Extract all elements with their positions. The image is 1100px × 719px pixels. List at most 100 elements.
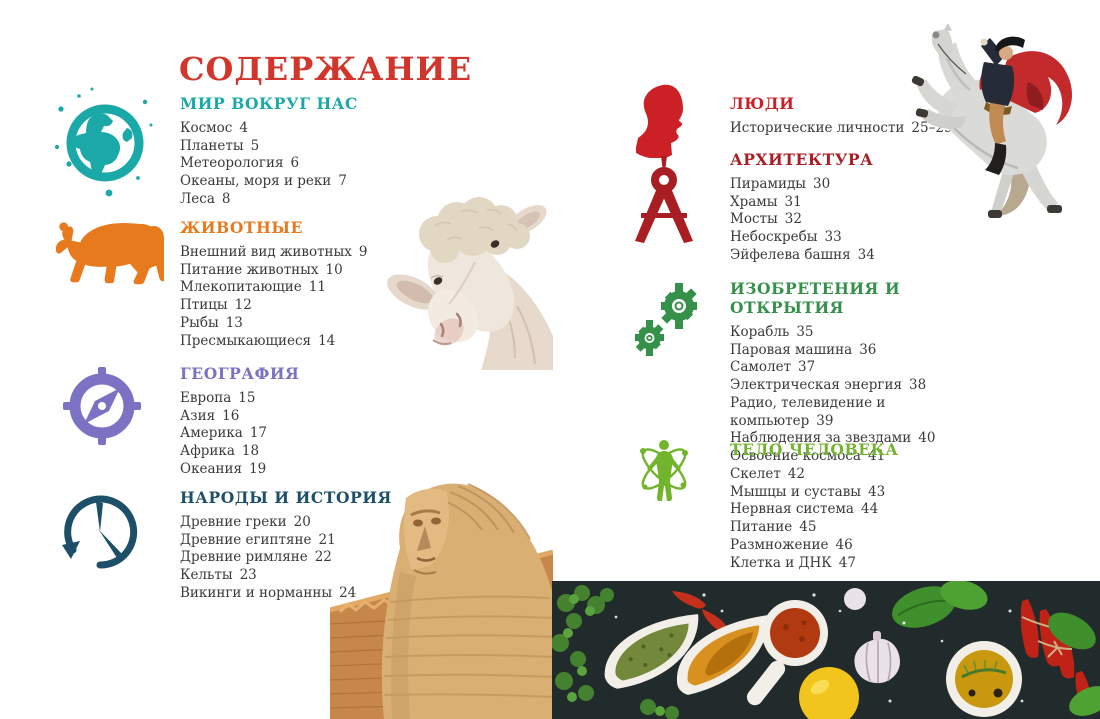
section-heading: ЖИВОТНЫЕ (180, 218, 304, 237)
toc-item: Питание животных 10 (180, 262, 440, 280)
toc-item: Исторические личности 25–29 (730, 120, 990, 138)
toc-item-label: Пресмыкающиеся (180, 332, 312, 349)
toc-item-page-number: 10 (325, 261, 343, 278)
toc-item-label: Кельты (180, 567, 233, 584)
toc-item-page-number: 13 (225, 314, 243, 331)
toc-item: Викинги и норманны 24 (180, 585, 440, 603)
toc-item-page-number: 8 (221, 190, 231, 207)
toc-item-page-number: 32 (784, 211, 802, 228)
toc-item-label: Рыбы (180, 314, 219, 331)
toc-item-page-number: 46 (835, 536, 853, 553)
toc-item-page-number: 33 (824, 229, 842, 246)
toc-item: Млекопитающие 11 (180, 279, 440, 297)
section-item-list: Внешний вид животных 9 Питание животных 10 М… (180, 244, 440, 350)
section-heading: ИЗОБРЕТЕНИЯ И ОТКРЫТИЯ (730, 279, 901, 317)
toc-item: Мышцы и суставы 43 (730, 484, 990, 502)
toc-item: Древние египтяне 21 (180, 532, 440, 550)
spices-and-herbs-photo (551, 580, 1100, 719)
toc-item-label: Радио, телевидение и компьютер (730, 394, 886, 429)
toc-item-page-number: 37 (798, 359, 816, 376)
drafting-compass-icon (630, 156, 698, 250)
toc-item: Океаны, моря и реки 7 (180, 173, 440, 191)
section-peoples-and-history: НАРОДЫ И ИСТОРИЯ Древние греки 20 Древние … (180, 488, 440, 603)
toc-item: Кельты 23 (180, 567, 440, 585)
toc-item-page-number: 14 (318, 332, 336, 349)
toc-item-page-number: 20 (293, 514, 311, 530)
section-inventions-and-discoveries: ИЗОБРЕТЕНИЯ И ОТКРЫТИЯ Корабль 35 Паровая … (730, 279, 990, 466)
toc-item-label: Космос (180, 120, 233, 136)
toc-item-label: Питание животных (180, 261, 319, 278)
toc-item-label: Древние греки (180, 514, 287, 530)
gears-icon (626, 276, 708, 362)
toc-item: Скелет 42 (730, 466, 990, 484)
toc-item-page-number: 31 (784, 193, 802, 210)
toc-item-label: Электрическая энергия (730, 377, 902, 394)
toc-item: Внешний вид животных 9 (180, 244, 440, 262)
section-heading: МИР ВОКРУГ НАС (180, 94, 358, 113)
toc-item: Америка 17 (180, 425, 440, 443)
napoleon-on-horse-painting (898, 23, 1084, 234)
toc-item-label: Наблюдения за звездами (730, 430, 912, 447)
toc-item-label: Скелет (730, 466, 781, 482)
toc-item: Древние римляне 22 (180, 549, 440, 567)
toc-item-label: Океаны, моря и реки (180, 173, 332, 190)
toc-item-label: Океания (180, 460, 243, 477)
toc-item-label: Птицы (180, 297, 228, 314)
section-heading: АРХИТЕКТУРА (730, 150, 874, 169)
toc-item-page-number: 12 (234, 297, 252, 314)
toc-item-label: Исторические личности (730, 120, 905, 136)
toc-item-label: Викинги и норманны (180, 584, 333, 601)
toc-item: Корабль 35 (730, 324, 990, 342)
toc-item-page-number: 44 (861, 501, 879, 518)
atom-body-icon (634, 434, 694, 510)
toc-item-page-number: 15 (238, 390, 256, 406)
toc-item: Самолет 37 (730, 359, 990, 377)
toc-item: Паровая машина 36 (730, 342, 990, 360)
toc-item-page-number: 40 (918, 430, 936, 447)
toc-item: Метеорология 6 (180, 155, 440, 173)
toc-item-label: Освоение космоса (730, 447, 861, 464)
toc-item-label: Азия (180, 407, 216, 424)
toc-item-label: Корабль (730, 324, 790, 340)
toc-item-label: Клетка и ДНК (730, 554, 832, 571)
section-animals: ЖИВОТНЫЕ Внешний вид животных 9 Питание жи… (180, 218, 440, 350)
toc-item-page-number: 41 (868, 447, 886, 464)
compass-icon (62, 366, 142, 450)
toc-item-label: Древние египтяне (180, 531, 312, 548)
toc-item: Космос 4 (180, 120, 440, 138)
toc-item-page-number: 21 (318, 531, 336, 548)
section-world-around-us: МИР ВОКРУГ НАС Космос 4 Планеты 5 Метеоролог… (180, 94, 440, 209)
toc-item-label: Самолет (730, 359, 792, 376)
toc-item: Эйфелева башня 34 (730, 247, 990, 265)
toc-item: Рыбы 13 (180, 315, 440, 333)
toc-item: Нервная система 44 (730, 501, 990, 519)
toc-item-label: Африка (180, 443, 235, 460)
toc-item-page-number: 9 (358, 244, 368, 260)
section-item-list: Древние греки 20 Древние египтяне 21 Древние… (180, 514, 440, 603)
toc-item-label: Пирамиды (730, 176, 807, 192)
section-item-list: Европа 15 Азия 16 Америка 17 Африка 18 Океания 19 (180, 390, 440, 479)
toc-item-page-number: 11 (308, 279, 326, 296)
toc-item-page-number: 7 (338, 173, 347, 190)
toc-item: Леса 8 (180, 191, 440, 209)
section-item-list: Пирамиды 30 Храмы 31 Мосты 32 Небоскребы 33 Эйфе… (730, 176, 990, 265)
section-item-list: Скелет 42 Мышцы и суставы 43 Нервная система… (730, 466, 990, 572)
section-heading: ГЕОГРАФИЯ (180, 364, 300, 383)
head-silhouette-icon (635, 84, 694, 162)
toc-item-page-number: 5 (250, 137, 260, 154)
toc-item: Клетка и ДНК 47 (730, 555, 990, 573)
section-people: ЛЮДИ Исторические личности 25–29 (730, 94, 990, 138)
toc-item-label: Европа (180, 390, 232, 406)
page-title: СОДЕРЖАНИЕ (179, 50, 473, 88)
toc-item-label: Древние римляне (180, 549, 308, 566)
toc-item: Европа 15 (180, 390, 440, 408)
toc-item: Радио, телевидение и компьютер 39 (730, 395, 990, 430)
toc-item-label: Небоскребы (730, 229, 818, 246)
toc-item-label: Америка (180, 425, 243, 442)
toc-item: Мосты 32 (730, 211, 990, 229)
section-human-body: ТЕЛО ЧЕЛОВЕКА Скелет 42 Мышцы и суставы 43 Н… (730, 440, 990, 572)
section-item-list: Исторические личности 25–29 (730, 120, 990, 138)
toc-item-page-number: 19 (249, 460, 267, 477)
toc-item-label: Метеорология (180, 155, 284, 172)
